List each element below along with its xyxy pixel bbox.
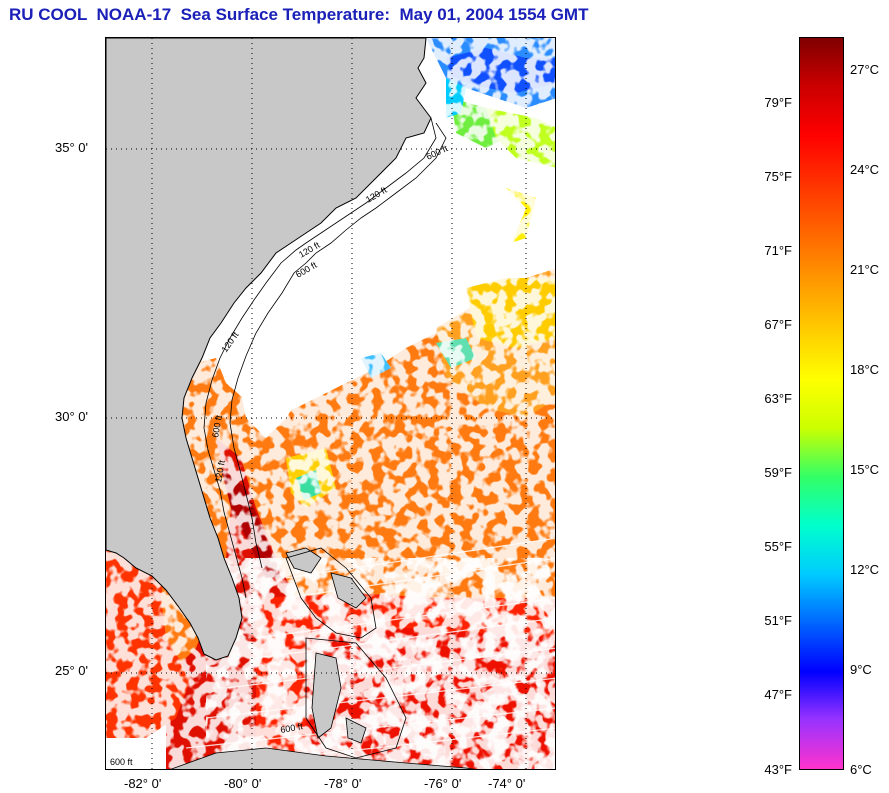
graticule <box>106 38 555 769</box>
isobath-label: 600 ft <box>280 721 304 735</box>
lat-tick-label: 25° 0' <box>55 663 88 678</box>
isobath-label: 120 ft <box>213 459 227 483</box>
colorbar-f-label: 71°F <box>764 243 792 258</box>
colorbar-f-label: 63°F <box>764 391 792 406</box>
temperature-colorbar <box>799 37 844 770</box>
colorbar-c-label: 24°C <box>850 162 880 177</box>
lon-tick-label: -78° 0' <box>324 776 362 791</box>
colorbar-c-label: 12°C <box>850 562 880 577</box>
colorbar-f-label: 51°F <box>764 613 792 628</box>
colorbar-c-label: 15°C <box>850 462 880 477</box>
map-title: RU COOL NOAA-17 Sea Surface Temperature:… <box>9 5 589 24</box>
colorbar-f-label: 59°F <box>764 465 792 480</box>
colorbar-c-label: 18°C <box>850 362 880 377</box>
isobath-label: 600 ft <box>210 414 224 438</box>
sst-map[interactable]: 600 ft 120 ft 120 ft 600 ft 120 ft 600 f… <box>105 37 556 770</box>
colorbar-c-label: 21°C <box>850 262 880 277</box>
lat-tick-label: 30° 0' <box>55 409 88 424</box>
colorbar-c-label: 6°C <box>850 762 872 777</box>
isobath-label: 600 ft <box>110 757 133 767</box>
colorbar-f-label: 79°F <box>764 95 792 110</box>
isobath-contours <box>203 117 447 759</box>
lon-tick-label: -74° 0' <box>488 776 526 791</box>
colorbar-f-label: 75°F <box>764 169 792 184</box>
lon-tick-label: -80° 0' <box>224 776 262 791</box>
colorbar-c-label: 27°C <box>850 62 880 77</box>
lat-tick-label: 35° 0' <box>55 140 88 155</box>
land <box>106 38 476 769</box>
lon-tick-label: -82° 0' <box>124 776 162 791</box>
lon-tick-label: -76° 0' <box>424 776 462 791</box>
colorbar-c-label: 9°C <box>850 662 872 677</box>
sst-map-canvas: 600 ft 120 ft 120 ft 600 ft 120 ft 600 f… <box>106 38 555 769</box>
colorbar-f-label: 47°F <box>764 687 792 702</box>
colorbar-f-label: 43°F <box>764 762 792 777</box>
colorbar-f-label: 67°F <box>764 317 792 332</box>
colorbar-f-label: 55°F <box>764 539 792 554</box>
